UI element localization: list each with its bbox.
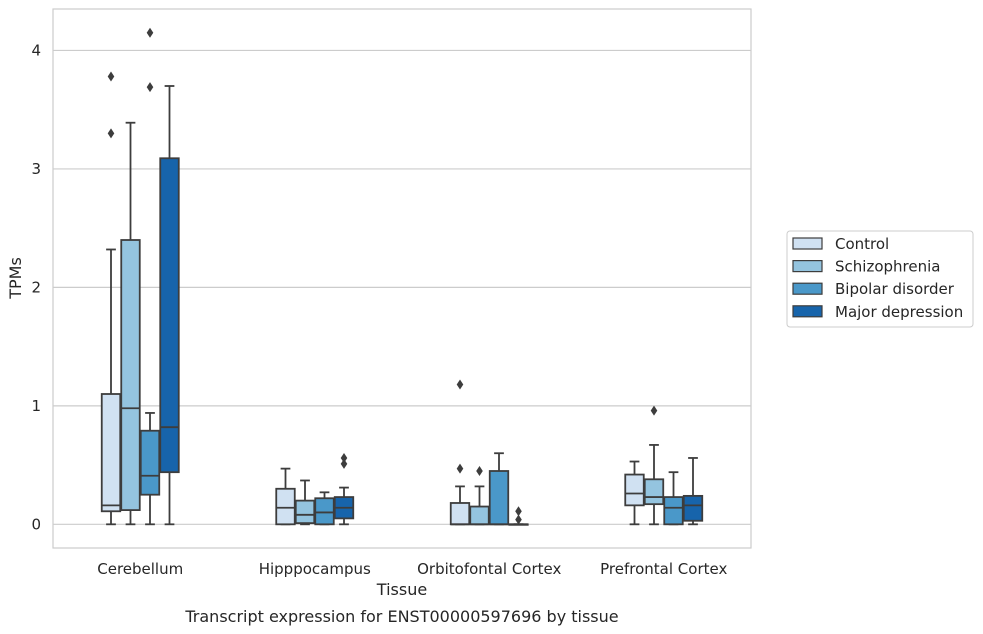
outlier-point bbox=[146, 82, 154, 93]
outlier-point bbox=[456, 379, 464, 390]
legend-label: Bipolar disorder bbox=[835, 280, 955, 298]
y-axis-title: TPMs bbox=[6, 257, 25, 300]
figure-caption: Transcript expression for ENST0000059769… bbox=[184, 607, 618, 626]
outlier-point bbox=[146, 27, 154, 38]
outlier-point bbox=[456, 463, 464, 474]
y-tick-label: 4 bbox=[31, 41, 41, 59]
legend-swatch bbox=[792, 282, 823, 295]
box-iqr bbox=[469, 505, 490, 526]
y-tick-label: 1 bbox=[31, 397, 41, 415]
box-bipolar-disorder bbox=[663, 471, 684, 526]
x-tick-label: Cerebellum bbox=[97, 560, 183, 578]
box-bipolar-disorder bbox=[314, 491, 335, 526]
y-tick-label: 3 bbox=[31, 160, 41, 178]
box-schizophrenia bbox=[469, 466, 490, 526]
box-schizophrenia bbox=[120, 121, 141, 526]
legend-swatch bbox=[792, 237, 823, 250]
box-bipolar-disorder bbox=[488, 452, 510, 526]
box-iqr bbox=[294, 499, 316, 525]
legend-label: Schizophrenia bbox=[835, 258, 940, 276]
outlier-point bbox=[476, 466, 483, 476]
outlier-point bbox=[340, 458, 348, 469]
box-control bbox=[449, 379, 471, 526]
box-schizophrenia bbox=[294, 479, 316, 526]
box-iqr bbox=[275, 487, 296, 526]
box-iqr bbox=[643, 478, 665, 506]
x-tick-label: Orbitofontal Cortex bbox=[417, 560, 561, 578]
legend-label: Control bbox=[835, 235, 889, 253]
box-major-depression bbox=[508, 506, 529, 526]
x-tick-label: Hipppocampus bbox=[259, 560, 371, 578]
box-iqr bbox=[100, 393, 122, 513]
box-schizophrenia bbox=[643, 405, 665, 526]
outlier-point bbox=[107, 71, 115, 82]
outlier-point bbox=[340, 452, 348, 463]
legend-swatch bbox=[792, 260, 823, 273]
x-tick-label: Prefrontal Cortex bbox=[600, 560, 727, 578]
box-iqr bbox=[624, 473, 645, 507]
outlier-point bbox=[107, 128, 115, 139]
boxes-layer bbox=[100, 27, 704, 526]
box-major-depression bbox=[682, 457, 704, 526]
box-iqr bbox=[488, 470, 510, 526]
legend-frame bbox=[786, 230, 974, 328]
legend-label: Major depression bbox=[835, 303, 963, 321]
outlier-point bbox=[515, 514, 522, 525]
box-major-depression bbox=[159, 85, 180, 526]
legend: Control Schizophrenia Bipolar disorder Majo… bbox=[786, 230, 974, 328]
x-tick-labels: Cerebellum Hipppocampus Orbitofontal Corte… bbox=[97, 560, 727, 578]
y-tick-label: 2 bbox=[31, 278, 41, 296]
box-iqr bbox=[449, 502, 471, 526]
box-bipolar-disorder bbox=[139, 27, 161, 526]
box-iqr bbox=[159, 157, 180, 474]
y-tick-labels: 0 1 2 3 4 bbox=[31, 41, 41, 533]
legend-swatch bbox=[792, 305, 823, 318]
box-iqr bbox=[663, 496, 684, 526]
x-axis-title: Tissue bbox=[376, 580, 427, 599]
box-iqr bbox=[139, 429, 161, 496]
y-tick-label: 0 bbox=[31, 515, 41, 533]
box-iqr bbox=[120, 239, 141, 511]
box-iqr bbox=[314, 497, 335, 526]
box-iqr bbox=[682, 494, 704, 522]
box-major-depression bbox=[333, 452, 355, 526]
box-control bbox=[624, 460, 645, 526]
outlier-point bbox=[650, 405, 658, 416]
box-control bbox=[275, 467, 296, 526]
outlier-point bbox=[515, 506, 522, 517]
box-control bbox=[100, 71, 122, 526]
